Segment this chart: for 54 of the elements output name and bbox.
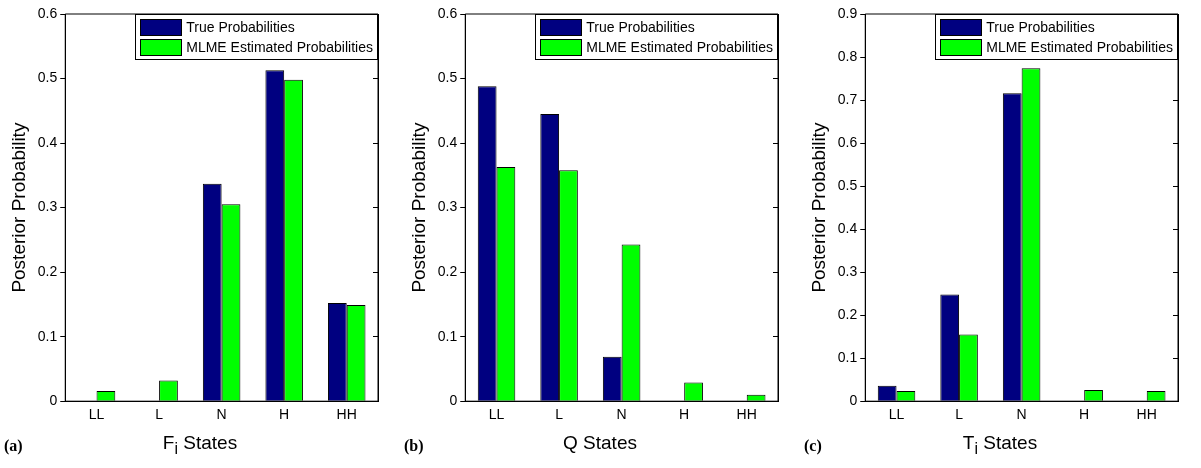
x-axis-title: F$_{i}$ States — [162, 432, 238, 457]
y-tick-label: 0.7 — [837, 90, 858, 107]
x-axis-title: T$_{i}$ States — [962, 432, 1038, 457]
y-tick-label: 0.2 — [37, 262, 58, 279]
y-tick-label: 0.4 — [437, 133, 458, 150]
x-tick-label: L — [555, 406, 564, 423]
x-tick-label: L — [155, 406, 164, 423]
y-tick-label: 0.3 — [37, 198, 58, 215]
x-tick-label: N — [1016, 406, 1027, 423]
y-tick-label: 0 — [49, 392, 58, 409]
x-tick-label: N — [616, 406, 627, 423]
y-tick-label: 0.3 — [837, 262, 858, 279]
text: (b) — [404, 437, 424, 455]
legend-label: True Probabilities — [586, 19, 695, 35]
x-tick-label: N — [216, 406, 227, 423]
legend-label: MLME Estimated Probabilities — [586, 39, 773, 55]
y-tick-label: 0.1 — [37, 327, 58, 344]
y-tick-label: 0.5 — [837, 176, 858, 193]
legend-label: True Probabilities — [186, 19, 295, 35]
legend-label: MLME Estimated Probabilities — [986, 39, 1173, 55]
y-tick-label: 0.9 — [837, 4, 858, 21]
y-tick-label: 0.6 — [37, 4, 58, 21]
y-tick-label: 0 — [449, 392, 458, 409]
y-tick-label: 0.5 — [437, 69, 458, 86]
y-tick-label: 0.4 — [37, 133, 58, 150]
y-tick-label: 0 — [849, 392, 858, 409]
x-tick-label: HH — [1136, 406, 1157, 423]
x-tick-label: HH — [336, 406, 357, 423]
y-tick-label: 0.4 — [837, 219, 858, 236]
text: (c) — [804, 437, 822, 455]
y-tick-label: 0.1 — [837, 349, 858, 366]
y-tick-label: 0.3 — [437, 198, 458, 215]
x-axis-title: Q States — [563, 432, 637, 453]
x-tick-label: H — [279, 406, 290, 423]
x-tick-label: HH — [736, 406, 757, 423]
y-tick-label: 0.8 — [837, 47, 858, 64]
y-tick-label: 0.2 — [837, 306, 858, 323]
x-tick-label: LL — [88, 406, 105, 423]
y-tick-label: 0.1 — [437, 327, 458, 344]
x-tick-label: H — [1079, 406, 1090, 423]
x-tick-label: LL — [488, 406, 505, 423]
y-axis-title: Posterior Probability — [807, 122, 829, 293]
legend-label: MLME Estimated Probabilities — [186, 39, 373, 55]
y-tick-label: 0.6 — [437, 4, 458, 21]
text: (a) — [4, 437, 23, 455]
y-tick-label: 0.5 — [37, 69, 58, 86]
x-tick-label: LL — [888, 406, 905, 423]
legend-label: True Probabilities — [986, 19, 1095, 35]
x-tick-label: L — [955, 406, 964, 423]
y-axis-title: Posterior Probability — [407, 122, 429, 293]
x-tick-label: H — [679, 406, 690, 423]
y-tick-label: 0.2 — [437, 262, 458, 279]
y-axis-title: Posterior Probability — [7, 122, 29, 293]
y-tick-label: 0.6 — [837, 133, 858, 150]
